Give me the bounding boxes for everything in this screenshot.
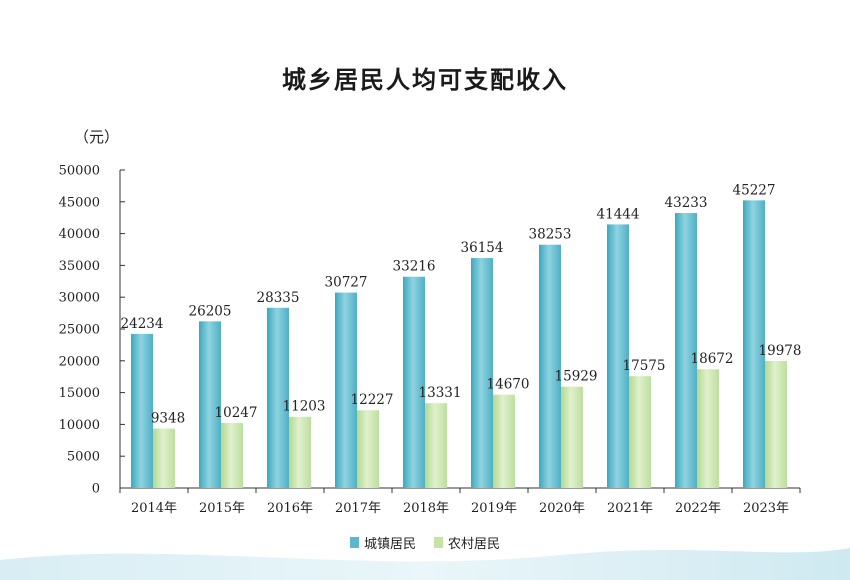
x-category-label: 2021年 [607,501,653,516]
y-tick-label: 30000 [59,291,100,306]
data-label-urban: 36154 [461,240,504,256]
x-category-label: 2015年 [199,501,245,516]
bar-urban [267,307,289,488]
y-tick-label: 40000 [59,227,100,242]
legend-label-urban: 城镇居民 [363,537,416,552]
bar-rural [221,422,243,488]
data-label-rural: 11203 [283,399,326,415]
bar-urban [131,333,153,488]
data-label-rural: 10247 [215,405,258,421]
bar-urban [675,213,697,488]
bar-rural [289,416,311,488]
y-tick-label: 45000 [59,195,100,210]
y-tick-label: 0 [92,482,100,497]
y-tick-label: 35000 [59,259,100,274]
data-label-urban: 30727 [325,275,368,291]
bar-rural [357,410,379,488]
data-label-urban: 33216 [393,259,436,275]
data-label-urban: 38253 [529,227,572,243]
data-label-rural: 17575 [623,358,666,374]
y-tick-label: 10000 [59,418,100,433]
data-label-rural: 12227 [351,392,394,408]
y-tick-label: 25000 [59,323,100,338]
data-label-urban: 24234 [121,316,164,332]
legend: 城镇居民 农村居民 [0,533,850,552]
bar-rural [697,369,719,488]
legend-item-rural: 农村居民 [434,533,500,552]
data-label-rural: 19978 [759,343,802,359]
x-category-label: 2018年 [403,501,449,516]
y-tick-label: 5000 [67,450,100,465]
legend-label-rural: 农村居民 [448,537,501,552]
bar-urban [199,321,221,488]
legend-swatch-rural [434,537,443,548]
data-label-rural: 14670 [487,377,530,393]
x-category-label: 2022年 [675,501,721,516]
bar-rural [153,428,175,488]
x-category-label: 2014年 [131,501,177,516]
bar-urban [335,292,357,488]
x-category-label: 2016年 [267,501,313,516]
y-axis-unit-label: （元） [74,128,120,146]
x-category-label: 2017年 [335,501,381,516]
x-category-label: 2020年 [539,501,585,516]
y-tick-label: 15000 [59,386,100,401]
x-category-label: 2019年 [471,501,517,516]
bar-urban [607,224,629,489]
y-tick-label: 50000 [59,164,100,179]
bar-urban [539,244,561,488]
bar-rural [629,376,651,488]
bar-rural [493,394,515,488]
data-label-rural: 18672 [691,351,734,367]
bar-rural [425,403,447,488]
data-label-rural: 9348 [151,411,185,427]
bar-urban [743,200,765,489]
legend-swatch-urban [349,537,359,548]
data-label-urban: 45227 [733,182,776,198]
data-label-urban: 43233 [665,195,708,211]
data-label-urban: 28335 [257,290,300,306]
data-label-rural: 15929 [555,369,598,385]
x-category-label: 2023年 [743,501,789,516]
chart-title: 城乡居民人均可支配收入 [282,66,568,94]
data-label-urban: 41444 [597,206,640,222]
bar-rural [765,360,787,488]
y-tick-label: 20000 [59,354,100,369]
bar-urban [471,258,493,488]
bar-urban [403,276,425,488]
data-label-urban: 26205 [189,303,232,319]
bar-rural [561,386,583,488]
data-label-rural: 13331 [419,385,462,401]
legend-item-urban: 城镇居民 [349,533,416,552]
